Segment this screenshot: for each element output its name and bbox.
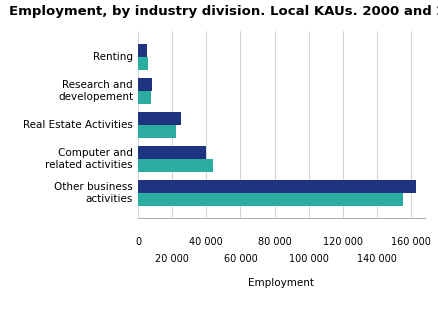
Bar: [138, 180, 417, 193]
Text: 140 000: 140 000: [357, 254, 397, 264]
Text: Employment, by industry division. Local KAUs. 2000 and 2001: Employment, by industry division. Local …: [9, 5, 438, 18]
Text: 0: 0: [135, 237, 141, 247]
Text: 100 000: 100 000: [289, 254, 328, 264]
Bar: [138, 146, 206, 159]
Text: 120 000: 120 000: [323, 237, 363, 247]
Text: 20 000: 20 000: [155, 254, 189, 264]
Bar: [138, 91, 151, 104]
Bar: [138, 78, 152, 91]
Bar: [138, 125, 176, 138]
Bar: [138, 112, 180, 125]
Bar: [138, 44, 146, 57]
Bar: [138, 159, 213, 172]
Text: Employment: Employment: [248, 278, 314, 288]
Text: 80 000: 80 000: [258, 237, 291, 247]
Text: 60 000: 60 000: [223, 254, 257, 264]
Bar: [138, 57, 148, 70]
Legend: 2000, 2001: 2000, 2001: [219, 310, 343, 312]
Text: 40 000: 40 000: [189, 237, 223, 247]
Bar: [138, 193, 403, 206]
Text: 160 000: 160 000: [391, 237, 431, 247]
